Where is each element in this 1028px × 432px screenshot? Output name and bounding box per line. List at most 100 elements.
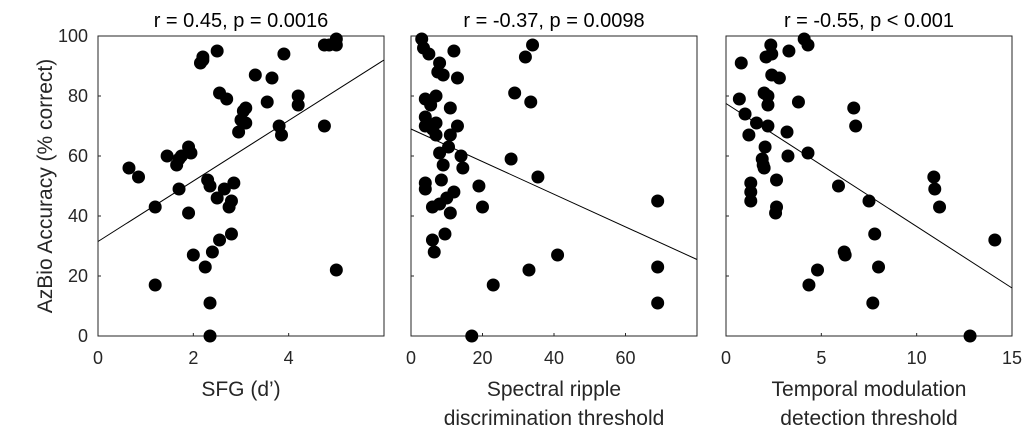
x-tick-label: 10 — [907, 348, 927, 368]
data-point — [317, 119, 331, 133]
panel-title: r = -0.37, p = 0.0098 — [463, 10, 644, 32]
data-point — [227, 176, 241, 190]
data-point — [260, 95, 274, 109]
data-point — [744, 194, 758, 208]
data-point — [182, 206, 196, 220]
data-point — [847, 101, 861, 115]
data-point — [963, 329, 977, 343]
panel-2: 0 20 40 60 Spectral ripple discrimination thr… — [406, 10, 698, 430]
data-point — [781, 149, 795, 163]
data-point — [872, 260, 886, 274]
plot-frame — [97, 35, 385, 337]
data-point — [447, 185, 461, 199]
data-point — [765, 47, 779, 61]
data-point — [239, 116, 253, 130]
x-tick-label: 4 — [284, 348, 294, 368]
x-tick-label: 5 — [816, 348, 826, 368]
data-point — [436, 68, 450, 82]
data-point — [738, 107, 752, 121]
data-point — [524, 95, 538, 109]
data-point — [750, 116, 764, 130]
data-point — [518, 50, 532, 64]
data-point — [203, 329, 217, 343]
data-point — [418, 182, 432, 196]
data-point — [447, 44, 461, 58]
data-point — [868, 227, 882, 241]
data-point — [476, 200, 489, 214]
data-point — [265, 71, 279, 85]
y-tick-label: 40 — [68, 206, 88, 226]
x-tick-label: 20 — [472, 348, 492, 368]
data-point — [780, 125, 794, 139]
data-point — [438, 227, 452, 241]
data-point — [232, 125, 246, 139]
data-point — [734, 56, 748, 70]
data-point — [434, 173, 448, 187]
data-point — [433, 56, 447, 70]
data-point — [291, 98, 305, 112]
data-point — [526, 38, 540, 52]
data-point — [196, 53, 210, 67]
data-point — [761, 119, 775, 133]
plot-frame — [725, 35, 1013, 337]
y-axis-label: AzBio Accuracy (% correct) — [34, 59, 57, 313]
data-point — [651, 296, 665, 310]
data-point — [450, 71, 464, 85]
data-point — [160, 149, 174, 163]
panel-3: 0 5 10 15 Temporal modulation detection thres… — [721, 10, 1022, 430]
data-point — [927, 170, 941, 184]
data-point — [761, 98, 775, 112]
regression-line — [97, 59, 385, 242]
data-point — [772, 71, 786, 85]
y-tick-label: 80 — [68, 86, 88, 106]
x-tick-label: 15 — [1002, 348, 1022, 368]
x-tick-label: 0 — [93, 348, 103, 368]
data-point — [172, 182, 186, 196]
data-point — [454, 149, 468, 163]
data-point — [203, 179, 217, 193]
data-point — [213, 233, 227, 247]
data-point — [456, 161, 470, 175]
data-point — [801, 146, 815, 160]
data-point — [422, 47, 436, 61]
data-point — [831, 179, 845, 193]
data-point — [429, 89, 443, 103]
data-point — [465, 329, 479, 343]
x-axis-label: SFG (d’) — [201, 378, 280, 401]
data-point — [148, 278, 162, 292]
data-point — [210, 191, 224, 205]
data-point — [472, 179, 486, 193]
data-point — [758, 140, 772, 154]
data-point — [802, 278, 816, 292]
data-point — [801, 38, 815, 52]
panel-title: r = -0.55, p < 0.001 — [784, 10, 954, 32]
data-point — [132, 170, 146, 184]
y-tick-label: 0 — [78, 326, 88, 346]
data-point — [988, 233, 1002, 247]
data-point — [122, 161, 136, 175]
data-point — [425, 233, 439, 247]
data-point — [838, 248, 852, 262]
data-point — [928, 182, 942, 196]
data-point — [811, 263, 825, 277]
data-point — [429, 116, 443, 130]
x-tick-label: 0 — [721, 348, 731, 368]
data-point — [744, 185, 758, 199]
data-point — [427, 245, 441, 259]
data-point — [770, 200, 784, 214]
x-tick-label: 40 — [544, 348, 564, 368]
data-point — [933, 200, 947, 214]
data-point — [486, 278, 500, 292]
data-point — [782, 44, 796, 58]
data-point — [791, 95, 805, 109]
data-point — [275, 128, 289, 142]
data-point — [148, 200, 162, 214]
data-point — [429, 128, 443, 142]
data-point — [248, 68, 262, 82]
data-point — [450, 119, 464, 133]
data-point — [443, 101, 457, 115]
data-point — [443, 206, 457, 220]
